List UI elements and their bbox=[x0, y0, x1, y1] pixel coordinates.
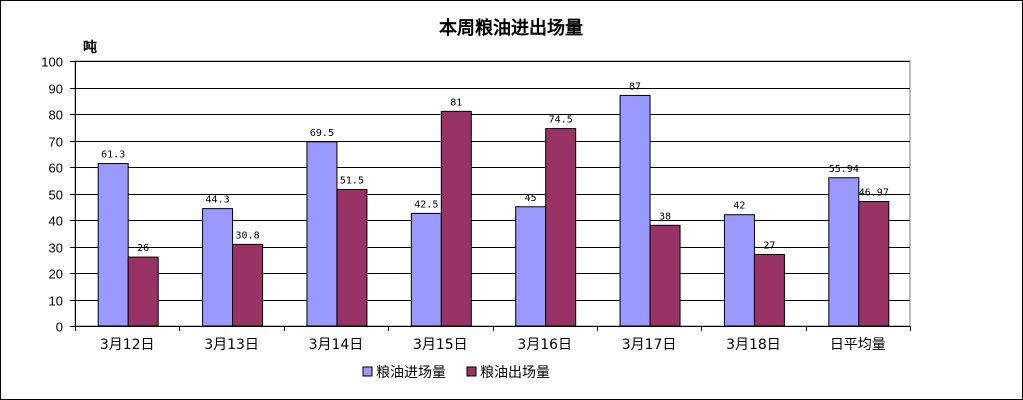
data-labels: 61.3 26 44.3 30.8 69.5 51.5 42.5 81 45 74.5 87 38 42… bbox=[101, 81, 889, 254]
data-label: 44.3 bbox=[206, 195, 230, 206]
y-tick-label: 10 bbox=[49, 294, 63, 309]
y-tick-label: 90 bbox=[49, 82, 63, 97]
data-label: 55.94 bbox=[829, 164, 859, 175]
axes bbox=[70, 61, 911, 331]
data-label: 38 bbox=[659, 211, 671, 222]
bar-outbound bbox=[232, 243, 264, 327]
data-label: 74.5 bbox=[549, 115, 573, 126]
x-tick-label: 3月12日 bbox=[100, 337, 155, 353]
bar-inbound bbox=[306, 141, 338, 327]
legend-swatch bbox=[362, 366, 373, 377]
legend: 粮油进场量 粮油出场量 bbox=[362, 365, 550, 381]
data-label: 42 bbox=[733, 201, 745, 212]
y-tick-label: 30 bbox=[49, 241, 63, 256]
y-tick-labels: 0 10 20 30 40 50 60 70 80 90 100 bbox=[41, 55, 63, 335]
x-tick-label: 3月18日 bbox=[726, 337, 781, 353]
legend-label: 粮油进场量 bbox=[376, 365, 446, 381]
bar-outbound bbox=[336, 189, 368, 327]
y-tick-label: 40 bbox=[49, 214, 63, 229]
bar-outbound bbox=[753, 253, 785, 327]
y-tick-label: 80 bbox=[49, 108, 63, 123]
x-tick-label: 3月17日 bbox=[622, 337, 677, 353]
data-label: 81 bbox=[450, 97, 462, 108]
legend-swatch bbox=[466, 366, 477, 377]
data-label: 42.5 bbox=[414, 199, 438, 210]
bar-outbound bbox=[545, 128, 577, 327]
bar-outbound bbox=[649, 224, 681, 327]
data-label: 46.97 bbox=[859, 188, 889, 199]
bar-inbound bbox=[619, 94, 651, 327]
bar-inbound bbox=[723, 214, 755, 327]
bar-inbound bbox=[202, 208, 234, 327]
x-tick-label: 3月15日 bbox=[413, 337, 468, 353]
x-tick-labels: 3月12日 3月13日 3月14日 3月15日 3月16日 3月17日 3月18日 日平均量 bbox=[100, 337, 886, 353]
chart-title: 本周粮油进出场量 bbox=[439, 17, 583, 39]
y-tick-label: 70 bbox=[49, 135, 63, 150]
bar-inbound bbox=[97, 163, 129, 327]
data-label: 27 bbox=[763, 240, 775, 251]
data-label: 45 bbox=[525, 193, 537, 204]
data-label: 26 bbox=[137, 243, 149, 254]
x-tick-label: 3月16日 bbox=[517, 337, 572, 353]
bar-outbound bbox=[858, 201, 890, 327]
x-tick-label: 3月14日 bbox=[309, 337, 364, 353]
bar-inbound bbox=[410, 212, 442, 327]
x-tick-label: 日平均量 bbox=[830, 337, 886, 353]
data-label: 69.5 bbox=[310, 128, 334, 139]
bar-outbound bbox=[440, 110, 472, 327]
x-tick-label: 3月13日 bbox=[204, 337, 259, 353]
bar-inbound bbox=[828, 177, 860, 327]
data-label: 87 bbox=[629, 81, 641, 92]
y-axis-unit-label: 吨 bbox=[83, 39, 97, 56]
y-tick-label: 20 bbox=[49, 267, 63, 282]
y-tick-label: 100 bbox=[41, 55, 63, 70]
y-tick-label: 50 bbox=[49, 188, 63, 203]
y-tick-label: 60 bbox=[49, 161, 63, 176]
bar-outbound bbox=[127, 256, 159, 327]
data-label: 61.3 bbox=[101, 150, 125, 161]
data-label: 30.8 bbox=[236, 230, 260, 241]
bar-inbound bbox=[515, 206, 547, 327]
data-label: 51.5 bbox=[340, 176, 364, 187]
y-tick-label: 0 bbox=[56, 320, 63, 335]
legend-label: 粮油出场量 bbox=[480, 365, 550, 381]
